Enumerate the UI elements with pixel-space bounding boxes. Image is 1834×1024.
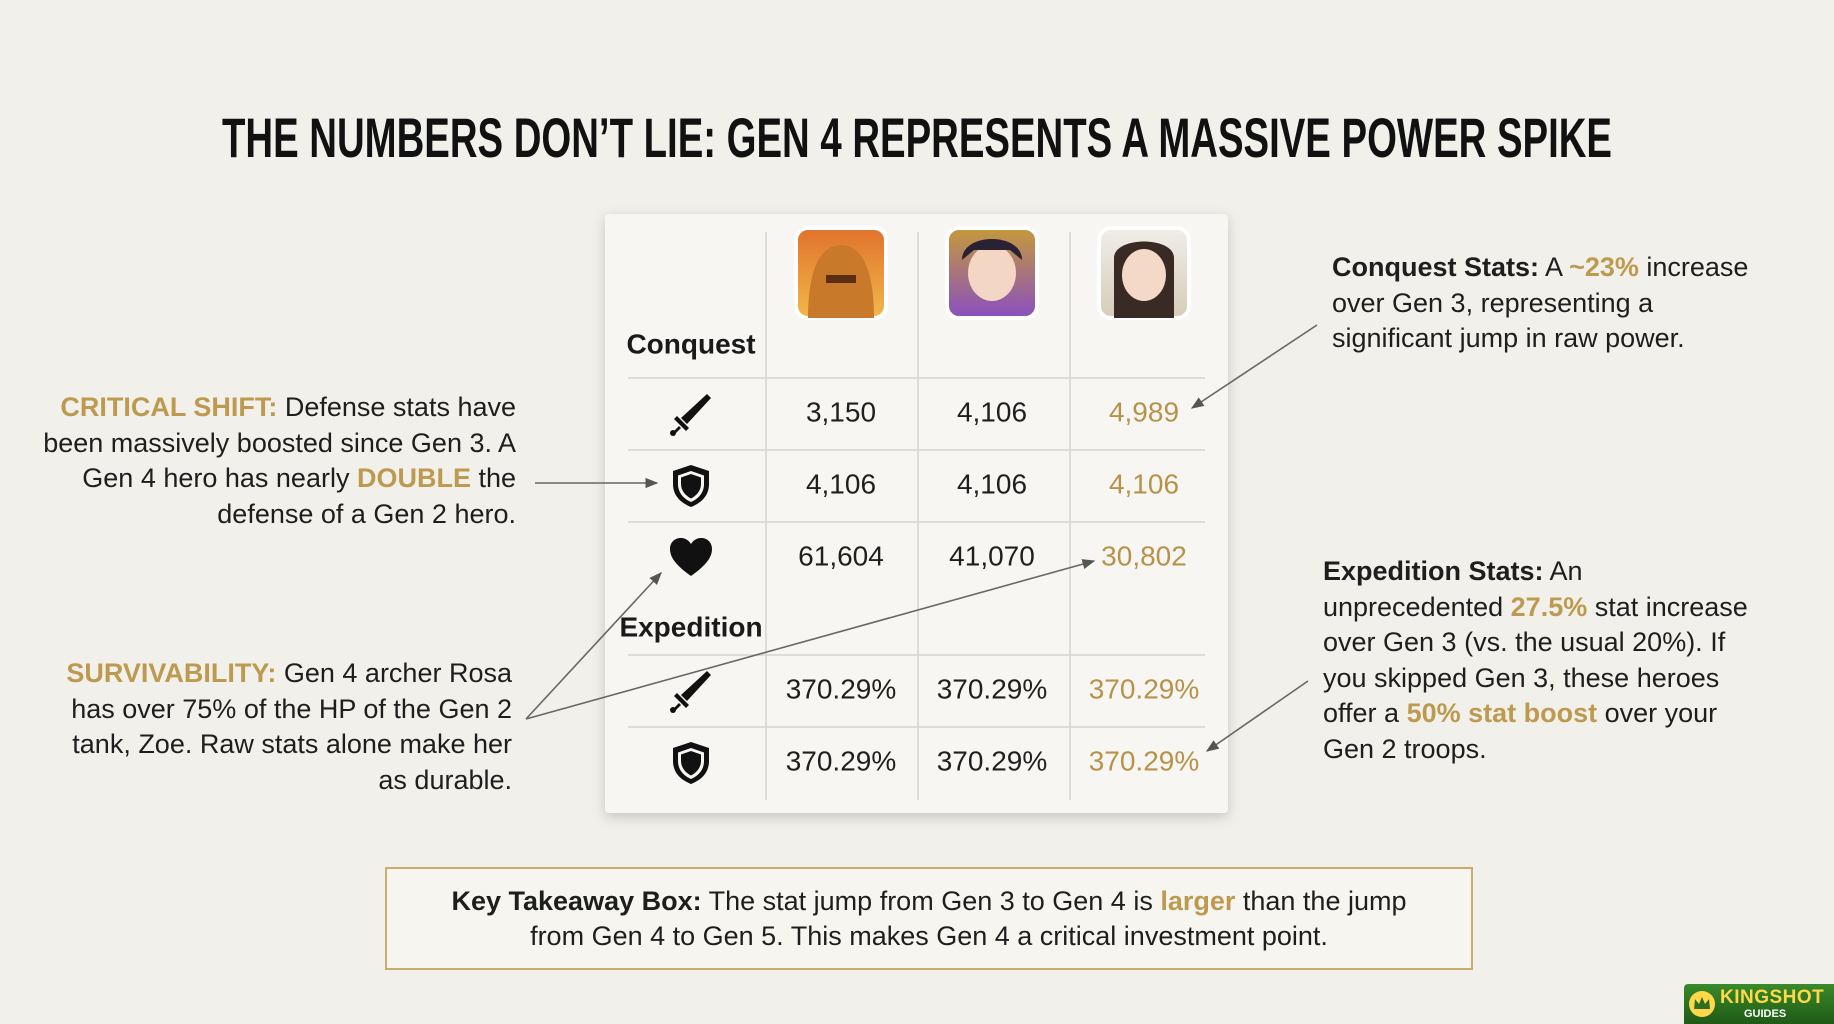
arrows: [525, 324, 1318, 752]
text-segment: CRITICAL SHIFT:: [60, 392, 278, 422]
table-cell: 370.29%: [937, 745, 1048, 776]
text-segment: increase over Gen 3, representing a sign…: [1332, 252, 1749, 353]
text-segment: Key Takeaway Box:: [451, 885, 702, 916]
text-segment: than the jump from Gen 4 to Gen 5. This …: [530, 885, 1407, 951]
text-segment: over your Gen 2 troops.: [1323, 698, 1718, 764]
text-segment: ~23%: [1569, 252, 1639, 282]
table-cell: 4,106: [806, 468, 876, 499]
table-cell: 4,106: [957, 396, 1027, 427]
logo: KINGSHOT GUIDES: [1684, 984, 1834, 1024]
table-cell: 4,106: [1109, 468, 1179, 499]
arrow: [1205, 680, 1309, 752]
takeaway-box: Key Takeaway Box: The stat jump from Gen…: [385, 867, 1473, 970]
table-card: [605, 214, 1228, 813]
table-cell: 370.29%: [786, 745, 897, 776]
text-segment: An unprecedented: [1323, 556, 1583, 622]
text-segment: larger: [1160, 885, 1236, 916]
takeaway-text: Key Takeaway Box: The stat jump from Gen…: [427, 884, 1431, 954]
annotation: CRITICAL SHIFT: Defense stats have been …: [40, 390, 516, 532]
arrow: [525, 559, 1096, 720]
text-segment: 50% stat boost: [1406, 698, 1598, 728]
table-cell: 370.29%: [1089, 673, 1200, 704]
logo-title: KINGSHOT: [1720, 987, 1825, 1008]
table-cell: 370.29%: [786, 673, 897, 704]
section-label: Expedition: [619, 611, 762, 642]
text-segment: Expedition Stats:: [1323, 556, 1544, 586]
text-segment: stat increase over Gen 3 (vs. the usual …: [1323, 591, 1748, 729]
table-cell: 370.29%: [1089, 745, 1200, 776]
portraits: [794, 226, 1191, 320]
page-title: THE NUMBERS DON’T LIE: GEN 4 REPRESENTS …: [222, 106, 1612, 169]
text-segment: A: [1539, 252, 1570, 282]
table-cell: 4,989: [1109, 396, 1179, 427]
text-segment: the defense of a Gen 2 hero.: [217, 463, 516, 529]
text-segment: 27.5%: [1510, 591, 1588, 622]
table-cell: 61,604: [798, 540, 884, 571]
text-segment: DOUBLE: [356, 463, 471, 493]
annotation: Conquest Stats: A ~23% increase over Gen…: [1332, 250, 1777, 357]
text-segment: Defense stats have been massively booste…: [43, 392, 516, 493]
logo-crown: [1689, 991, 1715, 1017]
text-segment: Gen 4 archer Rosa has over 75% of the HP…: [71, 658, 512, 795]
annotation: SURVIVABILITY: Gen 4 archer Rosa has ove…: [60, 656, 512, 798]
text-segment: The stat jump from Gen 3 to Gen 4 is: [701, 885, 1161, 916]
table-cell: 30,802: [1101, 540, 1187, 571]
stats-table: Conquest 3,150 4,106 4,989 4,106 4,106 4,106 61…: [619, 232, 1205, 800]
text-segment: Conquest Stats:: [1332, 252, 1540, 282]
arrow: [1190, 324, 1318, 409]
arrow: [525, 572, 662, 720]
table-cell: 3,150: [806, 396, 876, 427]
logo-subtitle: GUIDES: [1744, 1008, 1787, 1020]
table-cell: 4,106: [957, 468, 1027, 499]
table-cell: 41,070: [949, 540, 1035, 571]
section-label: Conquest: [626, 328, 755, 359]
text-segment: SURVIVABILITY:: [66, 658, 277, 688]
annotation: Expedition Stats: An unprecedented 27.5%…: [1323, 554, 1763, 767]
table-cell: 370.29%: [937, 673, 1048, 704]
